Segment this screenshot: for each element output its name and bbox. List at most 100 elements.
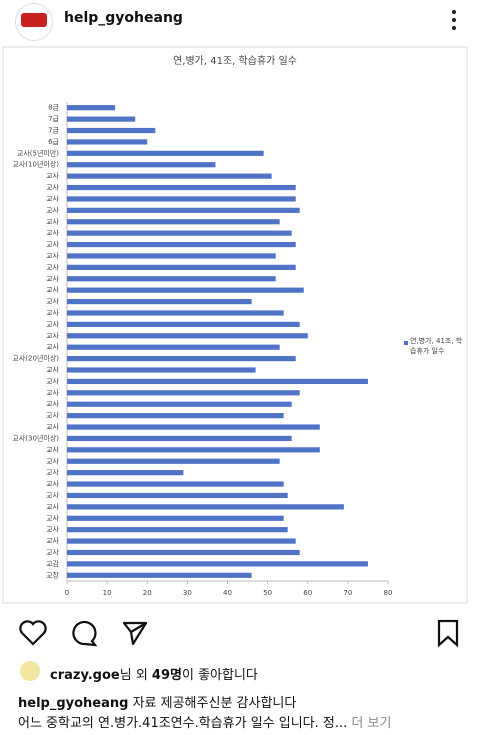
bar bbox=[67, 127, 156, 134]
y-tick-label: 교사 bbox=[46, 183, 59, 192]
x-tick-label: 50 bbox=[263, 589, 272, 597]
bar bbox=[67, 116, 136, 122]
y-tick-label: 교사 bbox=[46, 468, 59, 477]
bar bbox=[67, 230, 292, 236]
bar bbox=[67, 367, 256, 373]
y-tick-label: 6급 bbox=[48, 138, 59, 146]
legend-swatch bbox=[404, 341, 408, 345]
y-tick-label: 교사 bbox=[46, 297, 59, 306]
bar bbox=[67, 390, 300, 396]
caption: help_gyoheang 자료 제공해주신분 감사합니다 bbox=[18, 692, 296, 711]
x-tick-label: 20 bbox=[143, 589, 152, 597]
bar bbox=[67, 458, 280, 464]
y-tick-label: 교사 bbox=[46, 342, 59, 351]
bar bbox=[67, 401, 292, 407]
bar bbox=[67, 572, 252, 578]
y-tick-label: 교사 bbox=[46, 513, 59, 522]
y-tick-label: 교사(30년이상) bbox=[12, 433, 59, 442]
likes-count[interactable]: 49명 bbox=[151, 668, 182, 683]
y-tick-label: 교사 bbox=[46, 411, 59, 420]
y-tick-label: 교사 bbox=[46, 308, 59, 317]
more-menu[interactable] bbox=[446, 8, 462, 34]
caption-user[interactable]: help_gyoheang bbox=[18, 696, 129, 711]
bar bbox=[67, 538, 296, 544]
bar bbox=[67, 276, 276, 282]
liker-avatar[interactable] bbox=[20, 661, 40, 681]
bar bbox=[67, 241, 296, 248]
y-tick-label: 교사 bbox=[46, 388, 59, 397]
bar bbox=[67, 196, 296, 202]
y-tick-label: 교사 bbox=[46, 456, 59, 465]
bar bbox=[67, 321, 300, 327]
bar bbox=[67, 481, 284, 487]
action-bar bbox=[19, 619, 459, 648]
bar bbox=[67, 310, 284, 316]
legend-label: 연,병가, 41조, 학습휴가 일수 bbox=[410, 337, 463, 355]
liker-name[interactable]: crazy.goe bbox=[50, 668, 120, 683]
bar bbox=[67, 424, 320, 430]
y-tick-label: 교사 bbox=[46, 536, 59, 545]
caption-line: 어느 중학교의 연.병가.41조연수.학습휴가 일수 입니다. 정... 더 보… bbox=[18, 712, 391, 731]
x-tick-label: 0 bbox=[65, 589, 69, 597]
bar bbox=[67, 435, 292, 442]
y-tick-label: 교사 bbox=[46, 422, 59, 431]
username[interactable]: help_gyoheang bbox=[64, 10, 183, 26]
likes-text: 님 외 bbox=[119, 668, 152, 683]
bar bbox=[67, 470, 184, 476]
bar bbox=[67, 298, 252, 305]
y-tick-label: 교사 bbox=[46, 262, 59, 271]
caption-text: 어느 중학교의 연.병가.41조연수.학습휴가 일수 입니다. 정... bbox=[18, 716, 348, 731]
bar bbox=[67, 287, 304, 293]
bar bbox=[67, 515, 284, 521]
avatar[interactable] bbox=[15, 3, 53, 41]
more-link[interactable]: 더 보기 bbox=[347, 716, 392, 731]
y-tick-label: 교사 bbox=[46, 251, 59, 260]
bar bbox=[67, 207, 300, 213]
bar bbox=[67, 492, 288, 499]
bar bbox=[67, 504, 344, 510]
bar bbox=[67, 413, 284, 419]
y-tick-label: 교사(10년이상) bbox=[12, 160, 59, 169]
y-tick-label: 교장 bbox=[46, 570, 59, 579]
bar bbox=[67, 264, 296, 270]
bar bbox=[67, 253, 276, 259]
bar bbox=[67, 173, 272, 179]
y-tick-label: 7급 bbox=[48, 127, 59, 135]
y-tick-label: 교사 bbox=[46, 376, 59, 385]
y-tick-label: 교사 bbox=[46, 217, 59, 226]
legend: 연,병가, 41조, 학습휴가 일수 bbox=[410, 337, 463, 355]
bar bbox=[67, 356, 296, 362]
y-tick-label: 교사 bbox=[46, 479, 59, 488]
y-tick-label: 교사 bbox=[46, 399, 59, 408]
y-tick-label: 교사 bbox=[46, 319, 59, 328]
y-tick-label: 교사 bbox=[46, 525, 59, 534]
x-tick-label: 60 bbox=[303, 589, 312, 597]
bar bbox=[67, 549, 300, 556]
y-tick-label: 교사(5년미만) bbox=[17, 148, 59, 157]
bar bbox=[67, 527, 288, 533]
bar bbox=[67, 561, 368, 567]
y-tick-label: 교사 bbox=[46, 240, 59, 249]
y-tick-label: 교사 bbox=[46, 285, 59, 294]
comment-button[interactable] bbox=[72, 620, 98, 647]
bar bbox=[67, 139, 148, 145]
bar bbox=[67, 333, 308, 339]
y-tick-label: 교사 bbox=[46, 331, 59, 340]
y-tick-label: 교사 bbox=[46, 445, 59, 454]
bar bbox=[67, 447, 320, 453]
x-tick-label: 10 bbox=[103, 589, 112, 597]
save-button[interactable] bbox=[437, 619, 459, 648]
share-button[interactable] bbox=[122, 621, 148, 646]
likes: crazy.goe님 외 49명이 좋아합니다 bbox=[50, 664, 258, 683]
bar bbox=[67, 162, 216, 168]
y-tick-label: 교사 bbox=[46, 228, 59, 237]
bar bbox=[67, 344, 280, 350]
bar bbox=[67, 184, 296, 191]
y-tick-label: 8급 bbox=[48, 104, 59, 112]
y-tick-label: 교사(20년이상) bbox=[12, 354, 59, 363]
x-tick-label: 30 bbox=[183, 589, 192, 597]
bar bbox=[67, 378, 368, 385]
like-button[interactable] bbox=[19, 620, 47, 646]
y-tick-label: 교사 bbox=[46, 490, 59, 499]
